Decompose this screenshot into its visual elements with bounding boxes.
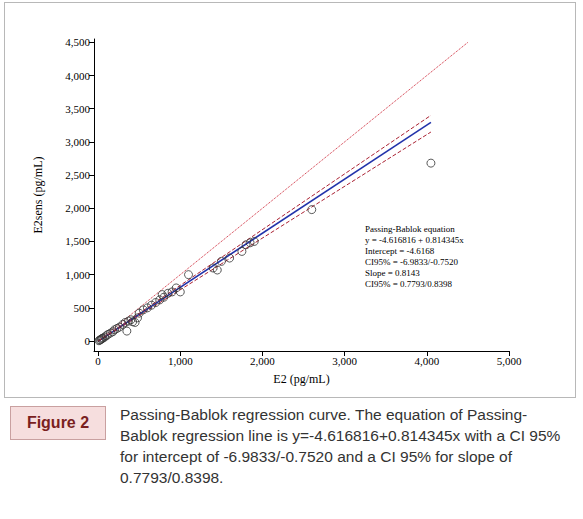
- svg-text:500: 500: [74, 302, 91, 314]
- html-text:Figure 2: Figure 2: [26, 414, 90, 431]
- html-text:Passing-Bablok regression curv: Passing-Bablok regression curve. The equ…: [120, 406, 561, 486]
- svg-text:0: 0: [85, 335, 91, 347]
- svg-text:3,000: 3,000: [332, 355, 357, 367]
- svg-text:Passing-Bablok equation: Passing-Bablok equation: [365, 224, 455, 234]
- svg-text:E2 (pg/mL): E2 (pg/mL): [273, 372, 329, 386]
- svg-text:Slope = 0.8143: Slope = 0.8143: [365, 268, 420, 278]
- svg-text:2,500: 2,500: [65, 169, 90, 181]
- svg-text:y = -4.616816 + 0.814345x: y = -4.616816 + 0.814345x: [365, 235, 464, 245]
- svg-text:Intercept = -4.6168: Intercept = -4.6168: [365, 246, 435, 256]
- svg-text:4,500: 4,500: [65, 36, 90, 48]
- svg-text:4,000: 4,000: [65, 70, 90, 82]
- svg-text:2,000: 2,000: [65, 202, 90, 214]
- svg-text:1,500: 1,500: [65, 235, 90, 247]
- svg-text:CI95% = -6.9833/-0.7520: CI95% = -6.9833/-0.7520: [365, 257, 459, 267]
- svg-text:0: 0: [95, 355, 101, 367]
- svg-text:3,000: 3,000: [65, 136, 90, 148]
- svg-text:CI95% = 0.7793/0.8398: CI95% = 0.7793/0.8398: [365, 279, 453, 289]
- svg-text:3,500: 3,500: [65, 103, 90, 115]
- svg-text:4,000: 4,000: [414, 355, 439, 367]
- svg-text:5,000: 5,000: [497, 355, 522, 367]
- svg-text:E2sens (pg/mL): E2sens (pg/mL): [31, 157, 45, 234]
- svg-text:1,000: 1,000: [65, 269, 90, 281]
- svg-text:2,000: 2,000: [250, 355, 275, 367]
- svg-text:1,000: 1,000: [168, 355, 193, 367]
